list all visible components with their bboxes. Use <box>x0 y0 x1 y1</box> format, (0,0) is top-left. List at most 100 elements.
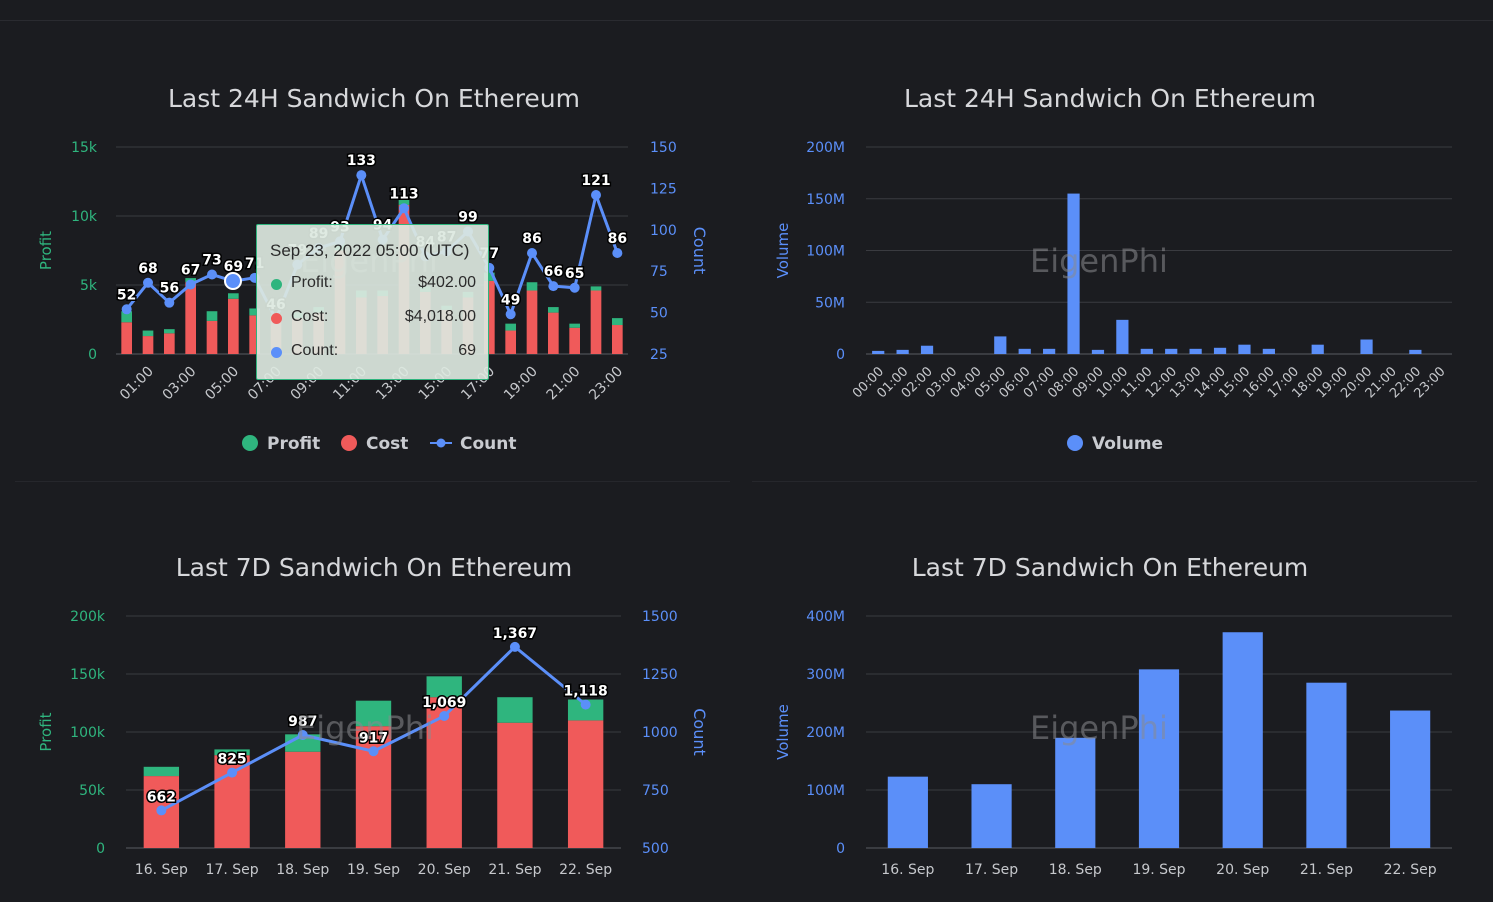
x-tick-label: 17. Sep <box>206 862 259 878</box>
count-data-label: 66 <box>544 264 563 280</box>
y2-tick-label: 500 <box>642 841 669 857</box>
legend-cost-marker-icon <box>341 435 357 451</box>
y2-tick-label: 50 <box>650 306 668 322</box>
volume-bar <box>994 336 1007 354</box>
y2-tick-label: 25 <box>650 347 668 363</box>
count-point <box>580 699 591 710</box>
y-tick-label: 0 <box>88 347 97 363</box>
chart-tooltip: Sep 23, 2022 05:00 (UTC) Profit: $402.00… <box>256 224 489 380</box>
y-tick-label: 0 <box>836 347 845 363</box>
volume-bar <box>1238 344 1251 354</box>
legend-volume: Volume <box>1092 434 1163 454</box>
count-point <box>164 297 175 308</box>
count-data-label: 133 <box>347 153 376 169</box>
watermark: EigenPhi <box>1030 242 1168 280</box>
x-tick-label: 22. Sep <box>1384 862 1437 878</box>
x-tick-label: 20. Sep <box>418 862 471 878</box>
y-tick-label: 15k <box>71 140 98 156</box>
profit-bar <box>164 329 175 334</box>
legend-volume-marker-icon <box>1067 435 1083 451</box>
profit-bar <box>143 766 180 777</box>
profit-bar <box>590 286 602 291</box>
cost-bar <box>285 751 321 848</box>
y-axis-title: Volume <box>774 223 792 279</box>
profit-dot-icon <box>271 279 282 290</box>
count-data-label: 52 <box>117 287 136 303</box>
x-tick-label: 20. Sep <box>1216 862 1269 878</box>
count-data-label: 86 <box>522 231 541 247</box>
x-tick-label: 22. Sep <box>559 862 612 878</box>
count-point <box>399 203 409 214</box>
count-data-label: 65 <box>565 266 584 282</box>
volume-bar <box>1189 348 1202 354</box>
tooltip-row-count: Count: 69 <box>271 342 476 362</box>
cost-bar <box>567 720 604 848</box>
x-tick-label: 21. Sep <box>1300 862 1353 878</box>
count-point <box>227 767 238 778</box>
volume-bar <box>1306 682 1347 848</box>
volume-bar <box>872 350 885 354</box>
tooltip-value: $4,018.00 <box>404 308 476 325</box>
y-tick-label: 200k <box>70 609 106 625</box>
count-point <box>368 746 379 757</box>
count-data-label: 1,069 <box>422 695 466 711</box>
legend-profit-marker-icon <box>242 435 258 451</box>
volume-bar <box>1091 349 1105 354</box>
count-data-label: 67 <box>181 262 200 278</box>
x-tick-label: 19. Sep <box>1132 862 1185 878</box>
volume-bar <box>1360 339 1373 354</box>
chart-title: Last 7D Sandwich On Ethereum <box>912 553 1309 582</box>
y-axis-title: Volume <box>774 704 792 760</box>
volume-bar <box>1311 344 1324 354</box>
cost-bar <box>185 282 196 354</box>
tooltip-label: Profit: <box>291 274 333 291</box>
profit-bar <box>567 699 604 721</box>
profit-bar <box>228 293 239 299</box>
volume-bar <box>1140 348 1153 354</box>
x-tick-label: 18. Sep <box>276 862 329 878</box>
y-tick-label: 0 <box>836 841 845 857</box>
y-tick-label: 400M <box>806 609 845 625</box>
tooltip-value: $402.00 <box>418 274 476 291</box>
chart-title: Last 24H Sandwich On Ethereum <box>168 84 580 113</box>
count-point <box>505 309 516 320</box>
volume-bar <box>1018 348 1031 354</box>
chart-7d-profit-cost-count: Last 7D Sandwich On Ethereum 0 50k 100k 150k… <box>37 553 709 878</box>
profit-bar <box>355 700 392 727</box>
profit-bar <box>569 323 580 328</box>
volume-bar <box>1409 349 1422 354</box>
cost-bar <box>121 322 132 354</box>
count-data-label: 662 <box>147 789 176 805</box>
count-data-label: 56 <box>160 281 179 297</box>
volume-bar <box>887 776 928 848</box>
count-point <box>297 730 308 741</box>
count-point <box>356 170 367 181</box>
y2-tick-label: 1250 <box>642 667 678 683</box>
profit-bar <box>497 697 533 723</box>
x-tick-label: 19. Sep <box>347 862 400 878</box>
legend-count-marker-icon <box>436 438 446 448</box>
x-tick-label: 21. Sep <box>488 862 541 878</box>
cost-bar <box>228 298 239 354</box>
volume-bar <box>1055 737 1096 848</box>
watermark: EigenPhi <box>1030 709 1168 747</box>
y-tick-label: 150k <box>70 667 106 683</box>
x-tick-label: 03:00 <box>160 364 200 404</box>
cost-bar <box>164 333 175 354</box>
y-tick-label: 100k <box>70 725 106 741</box>
tooltip-value: 69 <box>458 342 476 359</box>
volume-bar <box>971 784 1012 848</box>
profit-bar <box>206 311 218 321</box>
x-tick-label: 17. Sep <box>965 862 1018 878</box>
profit-bar <box>505 323 516 331</box>
y2-tick-label: 125 <box>650 181 677 197</box>
y-tick-label: 10k <box>71 209 98 225</box>
count-data-label: 99 <box>458 209 477 225</box>
x-tick-label: 18. Sep <box>1049 862 1102 878</box>
volume-bar <box>1116 319 1129 354</box>
count-point <box>121 304 132 315</box>
y2-tick-label: 750 <box>642 783 669 799</box>
count-data-label: 69 <box>224 259 243 275</box>
y-tick-label: 100M <box>806 244 845 260</box>
